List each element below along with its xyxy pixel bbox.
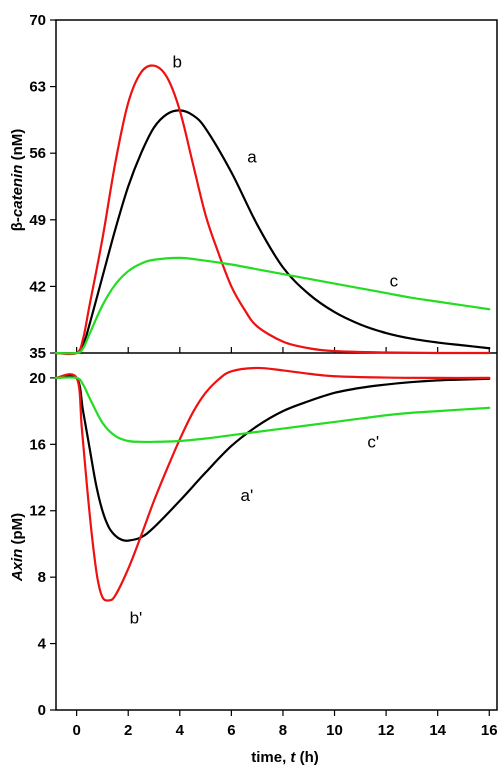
- curve-label-a: a: [247, 148, 257, 167]
- x-tick-label: 8: [279, 722, 287, 739]
- x-tick-label: 0: [72, 722, 80, 739]
- bottom-y-axis: 0 4 8 12 16 20: [29, 370, 56, 719]
- curve-label-c: c: [390, 271, 399, 290]
- top-series-group: [54, 64, 491, 356]
- bottom-curve-labels: a' b' c': [130, 433, 379, 628]
- bottom-series-group: [54, 366, 491, 602]
- bottom-y-tick-label: 4: [38, 636, 47, 653]
- top-y-tick-label: 63: [29, 79, 46, 96]
- series-line-b: [54, 64, 491, 356]
- top-y-axis: 35 42 49 56 63 70: [29, 12, 490, 362]
- series-line-b-prime: [54, 366, 491, 602]
- curve-label-b-prime: b': [130, 609, 143, 628]
- curve-label-b: b: [172, 53, 181, 72]
- top-y-tick-label: 70: [29, 12, 46, 29]
- bottom-y-tick-label: 20: [29, 370, 46, 387]
- series-line-a: [54, 109, 491, 355]
- beta-catenin-panel: 35 42 49 56 63 70 a b c: [29, 12, 491, 362]
- top-y-tick-label: 49: [29, 212, 46, 229]
- bottom-y-tick-label: 16: [29, 436, 46, 453]
- x-tick-label: 2: [124, 722, 132, 739]
- x-tick-label: 6: [227, 722, 235, 739]
- x-tick-label: 12: [378, 722, 395, 739]
- bottom-y-tick-label: 0: [38, 702, 46, 719]
- top-y-axis-title: β-catenin (nM): [9, 129, 26, 232]
- x-axis: 0 2 4 6 8 10 12 14 16: [72, 710, 498, 739]
- axin-panel: 0 4 8 12 16 20 a' b' c': [29, 366, 491, 719]
- bottom-y-tick-label: 8: [38, 569, 46, 586]
- x-tick-label: 14: [429, 722, 446, 739]
- series-line-a-prime: [54, 374, 491, 542]
- x-tick-label: 16: [481, 722, 498, 739]
- top-curve-labels: a b c: [172, 53, 398, 291]
- x-axis-title: time, t (h): [251, 749, 319, 766]
- top-y-tick-label: 56: [29, 145, 46, 162]
- top-y-tick-label: 35: [29, 345, 46, 362]
- x-tick-label: 10: [326, 722, 343, 739]
- bottom-y-axis-title: Axin (pM): [9, 513, 26, 582]
- top-y-tick-label: 42: [29, 278, 46, 295]
- bottom-y-tick-label: 12: [29, 503, 46, 520]
- series-line-c: [54, 256, 491, 355]
- x-tick-label: 4: [176, 722, 185, 739]
- series-line-c-prime: [54, 376, 491, 444]
- curve-label-a-prime: a': [240, 486, 253, 505]
- plot-border: [55, 19, 498, 711]
- curve-label-c-prime: c': [367, 433, 379, 452]
